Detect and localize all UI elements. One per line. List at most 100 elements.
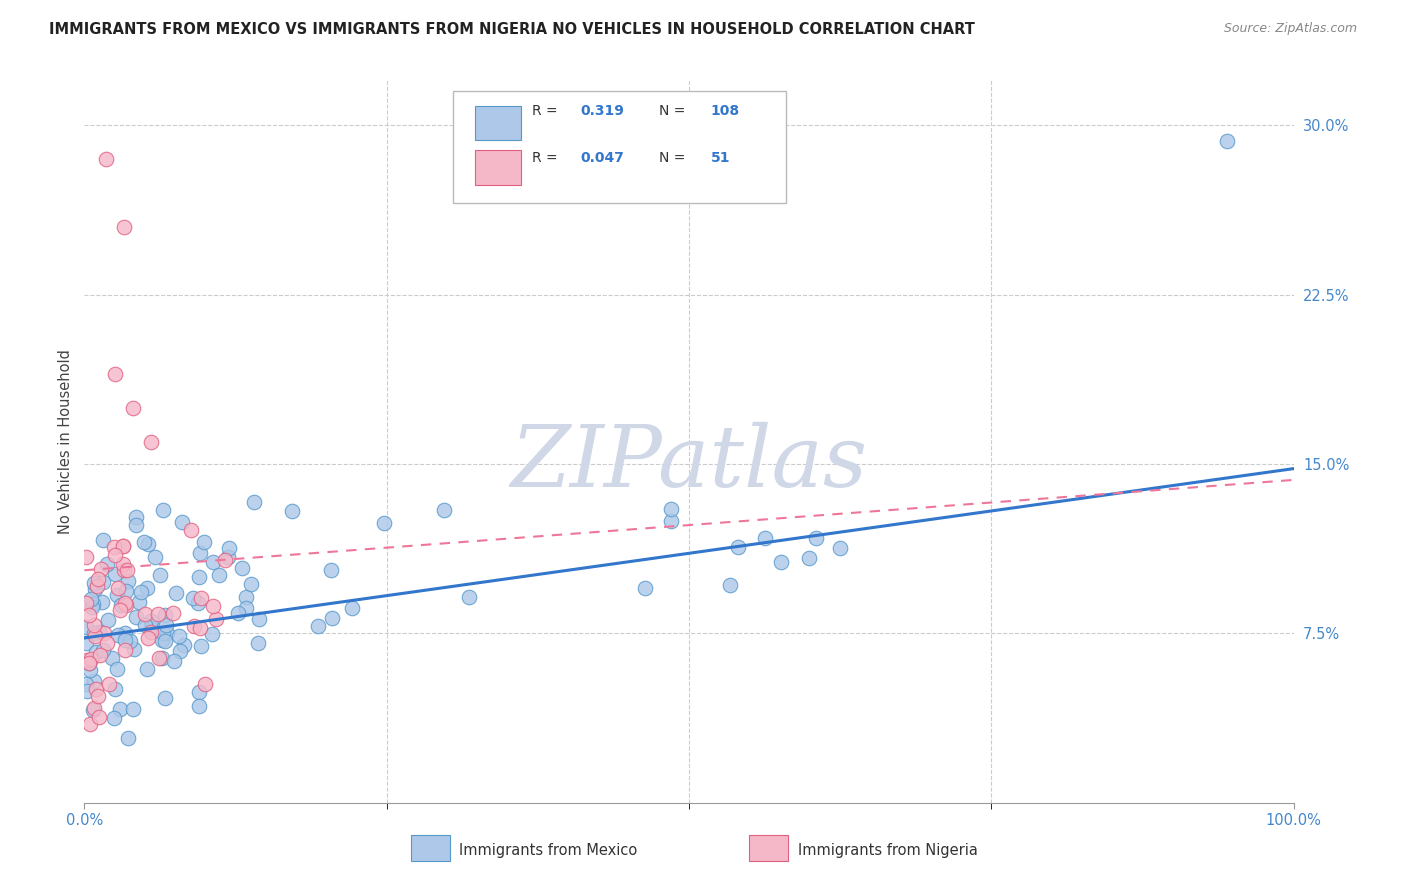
Point	[235, 601, 257, 615]
Point	[155, 618, 177, 632]
Text: R =: R =	[531, 151, 562, 165]
Point	[75, 636, 97, 650]
Point	[806, 531, 828, 545]
Point	[152, 625, 174, 640]
Point	[114, 626, 136, 640]
FancyBboxPatch shape	[453, 91, 786, 203]
Point	[87, 710, 110, 724]
Point	[83, 575, 105, 590]
Point	[112, 220, 135, 235]
Point	[153, 690, 176, 705]
Point	[152, 502, 174, 516]
Point	[76, 653, 98, 667]
Point	[170, 515, 193, 529]
Point	[231, 560, 253, 574]
Point	[115, 598, 138, 612]
Point	[321, 611, 343, 625]
Text: IMMIGRANTS FROM MEXICO VS IMMIGRANTS FROM NIGERIA NO VEHICLES IN HOUSEHOLD CORRE: IMMIGRANTS FROM MEXICO VS IMMIGRANTS FRO…	[49, 22, 976, 37]
Point	[180, 524, 202, 538]
Point	[84, 582, 107, 597]
Point	[193, 534, 215, 549]
Point	[84, 681, 107, 696]
Text: 0.047: 0.047	[581, 151, 624, 165]
Point	[134, 607, 156, 621]
Point	[208, 567, 231, 582]
Text: ZIPatlas: ZIPatlas	[510, 422, 868, 505]
Point	[118, 633, 141, 648]
Point	[659, 514, 682, 528]
Point	[139, 434, 162, 449]
Point	[124, 518, 146, 533]
Point	[79, 716, 101, 731]
Point	[173, 638, 195, 652]
Point	[156, 626, 179, 640]
Point	[155, 633, 177, 648]
Point	[235, 590, 257, 604]
Point	[249, 612, 271, 626]
Point	[243, 495, 266, 509]
Point	[217, 550, 239, 565]
Bar	[411, 835, 450, 861]
Point	[125, 610, 148, 624]
Point	[96, 636, 118, 650]
Point	[458, 590, 481, 604]
Point	[280, 504, 302, 518]
Text: N =: N =	[659, 104, 689, 118]
Point	[150, 651, 173, 665]
Point	[93, 625, 115, 640]
Point	[433, 503, 456, 517]
Point	[163, 655, 186, 669]
Point	[797, 550, 820, 565]
Point	[141, 621, 163, 635]
Point	[107, 628, 129, 642]
Point	[720, 578, 742, 592]
Point	[90, 562, 112, 576]
Point	[187, 685, 209, 699]
Point	[128, 594, 150, 608]
Text: Immigrants from Nigeria: Immigrants from Nigeria	[797, 843, 977, 857]
Point	[101, 651, 124, 665]
Point	[187, 698, 209, 713]
Point	[111, 557, 134, 571]
Point	[183, 619, 205, 633]
Point	[169, 644, 191, 658]
Point	[139, 625, 162, 640]
Point	[201, 627, 224, 641]
Point	[83, 701, 105, 715]
Point	[659, 502, 682, 516]
Point	[108, 603, 131, 617]
Point	[727, 540, 749, 554]
Point	[75, 677, 97, 691]
Point	[183, 591, 205, 605]
Point	[103, 711, 125, 725]
Point	[205, 612, 228, 626]
Point	[117, 731, 139, 745]
Point	[104, 566, 127, 581]
Point	[136, 581, 159, 595]
Point	[169, 629, 191, 643]
Point	[114, 583, 136, 598]
Point	[138, 632, 160, 646]
Text: N =: N =	[659, 151, 689, 165]
Point	[107, 581, 129, 595]
Point	[828, 541, 851, 555]
Bar	[475, 105, 520, 140]
Point	[124, 510, 146, 524]
Point	[129, 585, 152, 599]
Point	[80, 652, 103, 666]
Point	[82, 703, 104, 717]
Point	[75, 550, 97, 565]
Text: 51: 51	[710, 151, 730, 165]
Y-axis label: No Vehicles in Household: No Vehicles in Household	[58, 349, 73, 534]
Point	[247, 636, 270, 650]
Point	[87, 689, 110, 703]
Point	[122, 642, 145, 657]
Point	[122, 701, 145, 715]
Point	[143, 549, 166, 564]
Point	[165, 586, 187, 600]
Point	[770, 555, 793, 569]
Point	[103, 540, 125, 554]
Text: 0.319: 0.319	[581, 104, 624, 118]
Point	[104, 367, 127, 381]
Point	[139, 614, 162, 628]
